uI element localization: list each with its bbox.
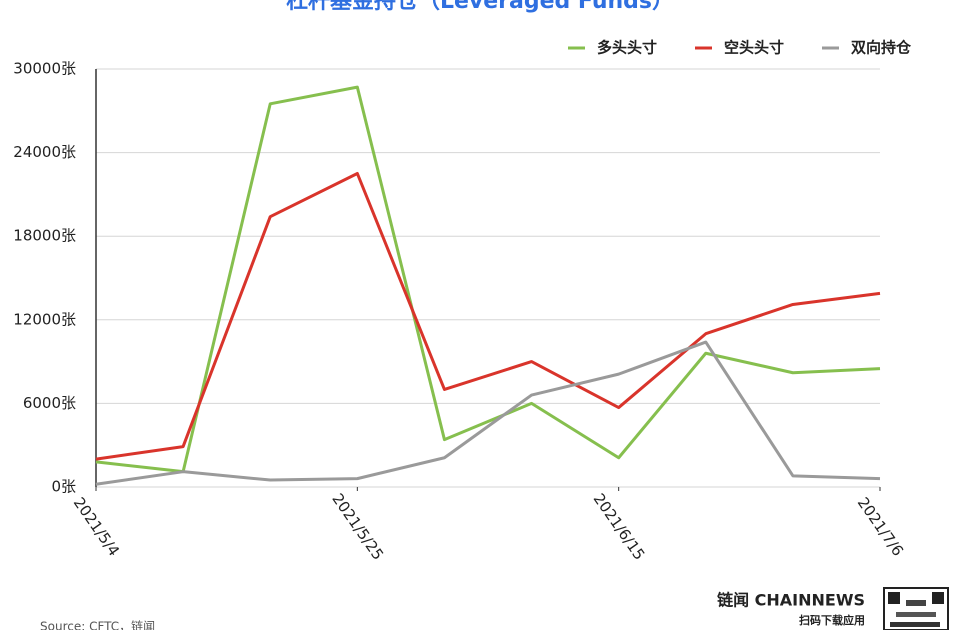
x-tick-label: 2021/5/4	[70, 494, 123, 560]
chart-title: 杠杆基金持仓（Leveraged Funds）	[286, 0, 674, 14]
qr-code	[883, 587, 949, 630]
series-line	[95, 340, 881, 486]
legend-label: 空头头寸	[724, 39, 784, 57]
y-tick-label: 30000张	[13, 60, 76, 78]
legend-label: 双向持仓	[851, 39, 912, 57]
y-tick-label: 6000张	[23, 394, 76, 412]
y-tick-label: 24000张	[13, 143, 76, 161]
legend-label: 多头头寸	[597, 39, 657, 57]
source: Source: CFTC，链闻	[40, 619, 155, 630]
logo-brand: 链闻 CHAINNEWS	[717, 591, 865, 610]
series-line	[95, 85, 881, 474]
x-tick-label: 2021/7/6	[854, 494, 907, 560]
logo-tagline: 扫码下载应用	[799, 613, 865, 627]
x-tick-label: 2021/5/25	[328, 490, 387, 563]
y-tick-label: 0张	[51, 478, 76, 496]
y-tick-label: 18000张	[13, 227, 76, 245]
x-tick-label: 2021/6/15	[590, 490, 649, 563]
series-line	[95, 172, 881, 461]
y-tick-label: 12000张	[13, 310, 76, 328]
